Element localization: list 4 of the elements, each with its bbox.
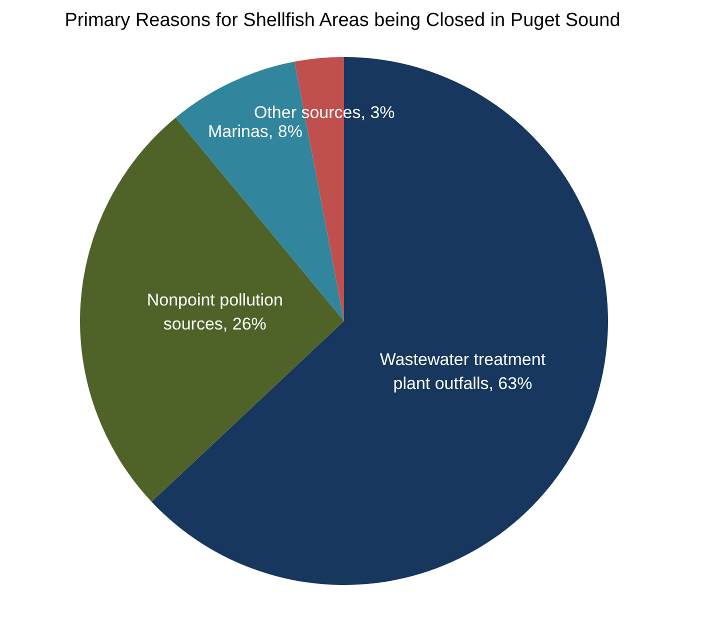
- slice-label: Nonpoint pollution sources, 26%: [146, 290, 283, 334]
- slice-label: Wastewater treatment plant outfalls, 63%: [380, 350, 546, 394]
- slice-label: Marinas, 8%: [208, 122, 302, 141]
- chart-title: Primary Reasons for Shellfish Areas being Closed in Puget Sound: [64, 10, 622, 32]
